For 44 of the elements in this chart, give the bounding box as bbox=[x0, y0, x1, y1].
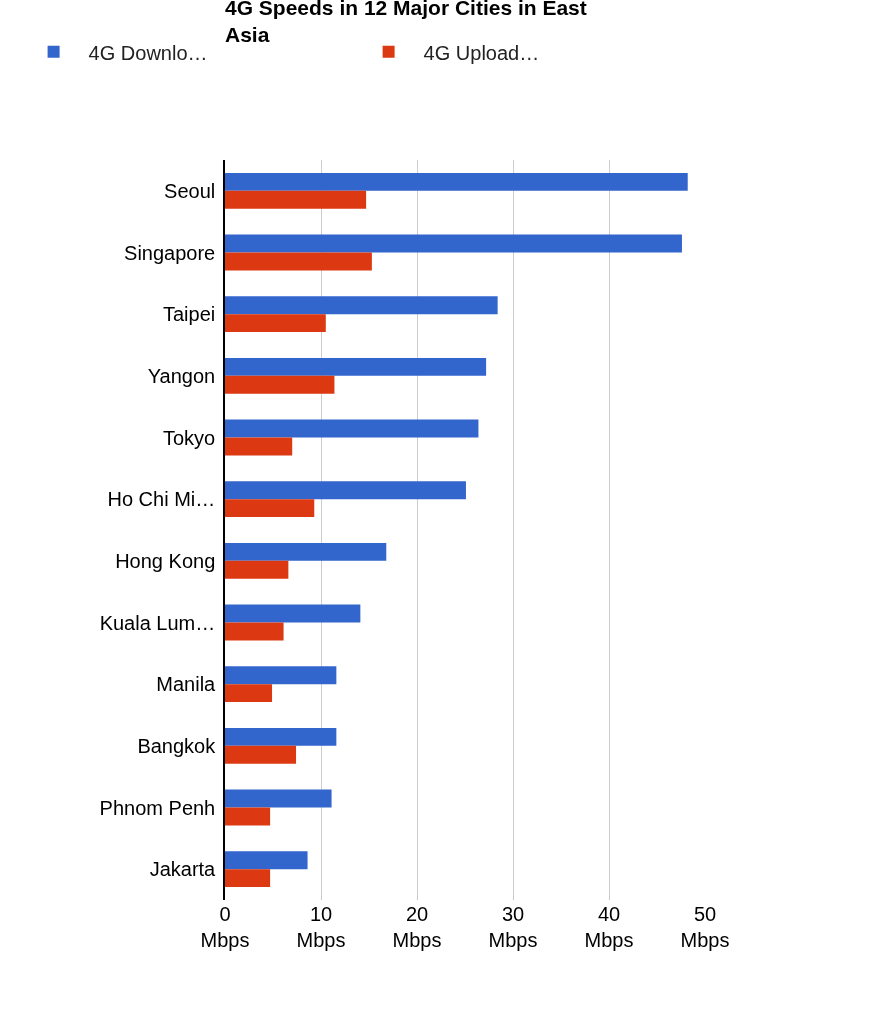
bar bbox=[225, 419, 479, 438]
y-tick-label: Yangon bbox=[147, 364, 216, 387]
bar bbox=[225, 314, 326, 333]
bar bbox=[225, 622, 284, 641]
bar bbox=[225, 745, 297, 764]
bar bbox=[225, 851, 308, 870]
y-tick-label: Jakarta bbox=[149, 858, 217, 881]
bar bbox=[225, 296, 498, 315]
bar bbox=[225, 499, 315, 518]
bar bbox=[225, 727, 337, 746]
x-tick-label: 10 Mbps bbox=[296, 903, 346, 951]
y-tick-label: Tokyo bbox=[163, 426, 216, 449]
bar bbox=[225, 252, 372, 271]
bar bbox=[225, 604, 361, 623]
bar bbox=[225, 357, 487, 376]
x-tick-label: 40 Mbps bbox=[584, 903, 634, 951]
y-tick-label: Hong Kong bbox=[115, 549, 216, 572]
legend-label: 4G Upload… bbox=[423, 41, 540, 64]
y-tick-label: Seoul bbox=[164, 179, 216, 202]
bar bbox=[225, 437, 293, 456]
bar bbox=[225, 666, 337, 685]
x-tick-label: 0 Mbps bbox=[200, 903, 250, 951]
bar bbox=[225, 684, 273, 703]
y-tick-label: Manila bbox=[156, 673, 217, 696]
bar bbox=[225, 807, 271, 826]
y-tick-label: Bangkok bbox=[137, 734, 217, 757]
y-tick-label: Ho Chi Mi… bbox=[107, 488, 216, 511]
bar bbox=[225, 172, 688, 191]
x-tick-label: 20 Mbps bbox=[392, 903, 442, 951]
bar bbox=[225, 789, 332, 808]
y-tick-label: Kuala Lum… bbox=[99, 611, 216, 634]
x-tick-label: 30 Mbps bbox=[488, 903, 538, 951]
bar bbox=[225, 190, 367, 209]
bar bbox=[225, 560, 289, 579]
y-tick-label: Phnom Penh bbox=[99, 796, 216, 819]
bar bbox=[225, 481, 466, 500]
y-tick-label: Singapore bbox=[124, 241, 216, 264]
legend-label: 4G Downlo… bbox=[88, 41, 208, 64]
x-tick-label: 50 Mbps bbox=[680, 903, 730, 951]
bar bbox=[225, 542, 387, 561]
y-tick-label: Taipei bbox=[162, 303, 216, 326]
bar bbox=[225, 869, 271, 888]
bar bbox=[225, 375, 335, 394]
bar bbox=[225, 234, 682, 253]
